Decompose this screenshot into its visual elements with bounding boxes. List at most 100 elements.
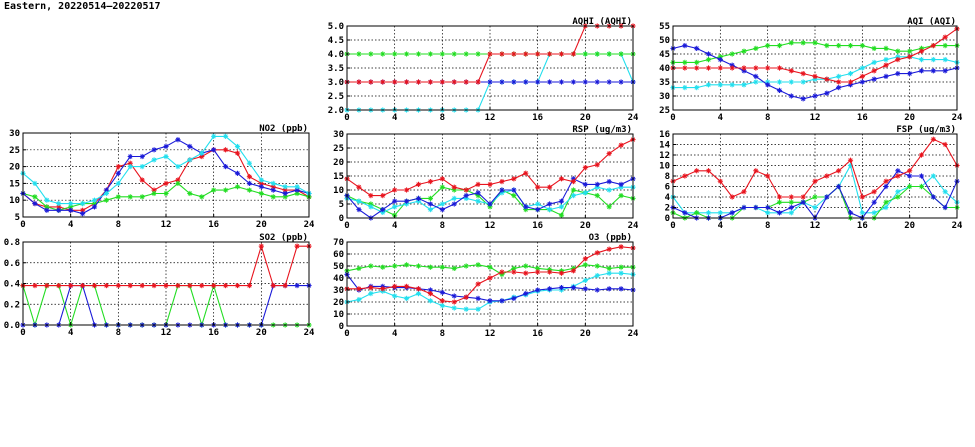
fsp-point xyxy=(694,168,700,174)
rsp-point xyxy=(606,151,612,157)
fsp-point xyxy=(765,204,771,211)
so2-y-tick-label: 0.8 xyxy=(4,238,20,248)
fsp-point xyxy=(788,204,794,211)
aqi-point xyxy=(930,57,936,63)
fsp-point xyxy=(682,210,688,216)
so2-point xyxy=(91,282,98,289)
no2-x-tick-label: 24 xyxy=(304,220,315,230)
aqi-point xyxy=(907,48,913,54)
fsp-point xyxy=(788,194,794,200)
rsp-point xyxy=(415,181,422,187)
aqhi-point xyxy=(594,51,600,57)
o3-point xyxy=(511,295,517,301)
o3-point xyxy=(487,298,493,304)
page-title: Eastern, 20220514–20220517 xyxy=(4,1,161,12)
no2-point xyxy=(44,197,50,203)
aqi-point xyxy=(871,45,877,51)
fsp-x-tick-label: 20 xyxy=(904,221,915,231)
fsp-x-tick-label: 24 xyxy=(952,221,963,231)
o3-x-tick-label: 20 xyxy=(580,329,591,339)
aqhi-x-tick-label: 8 xyxy=(440,113,445,123)
o3-y-tick-label: 70 xyxy=(333,238,344,248)
so2-point xyxy=(187,282,193,289)
rsp-point xyxy=(606,179,612,185)
aqi-y-tick-label: 55 xyxy=(659,22,670,32)
fsp-x-tick-label: 8 xyxy=(765,221,770,231)
aqi-point xyxy=(753,79,759,85)
aqi-point xyxy=(788,79,794,85)
o3-point xyxy=(546,286,553,292)
aqi-x-tick-label: 20 xyxy=(904,113,915,123)
rsp-point xyxy=(380,193,386,199)
rsp-point xyxy=(594,181,600,187)
o3-point xyxy=(582,277,588,283)
no2-point xyxy=(234,184,241,190)
rsp-point xyxy=(439,207,445,213)
aqi-point xyxy=(824,90,830,96)
no2-point xyxy=(234,150,241,156)
fsp-point xyxy=(741,189,747,195)
rsp-point xyxy=(463,193,469,199)
so2-point xyxy=(103,282,110,289)
so2-point xyxy=(175,282,181,289)
aqi-point xyxy=(942,43,948,49)
o3-point xyxy=(380,286,386,292)
rsp-point xyxy=(451,201,457,207)
rsp-point xyxy=(546,207,553,213)
o3-point xyxy=(523,263,529,269)
rsp-point xyxy=(570,193,577,199)
o3-point xyxy=(594,287,600,293)
o3-y-tick-label: 40 xyxy=(333,274,344,284)
no2-point xyxy=(68,207,74,213)
fsp-point xyxy=(930,194,936,200)
rsp-point xyxy=(356,207,362,213)
fsp-point xyxy=(812,178,818,184)
aqhi-point xyxy=(535,79,541,85)
aqi-point xyxy=(847,79,854,85)
so2-y-tick-label: 0.0 xyxy=(4,321,20,331)
no2-point xyxy=(115,170,121,176)
aqhi-y-tick-label: 3.5 xyxy=(328,64,344,74)
fsp-y-tick-label: 14 xyxy=(659,141,670,151)
o3-point xyxy=(570,285,577,291)
aqhi-y-tick-label: 5.0 xyxy=(328,22,344,32)
fsp-point xyxy=(907,173,913,179)
no2-point xyxy=(32,180,38,186)
rsp-point xyxy=(451,195,457,201)
o3-x-tick-label: 4 xyxy=(392,329,398,339)
no2-point xyxy=(115,164,121,170)
o3-point xyxy=(546,269,553,275)
no2-point xyxy=(127,194,133,200)
so2-point xyxy=(151,282,157,289)
aqi-point xyxy=(836,79,842,85)
o3-point xyxy=(415,263,422,269)
fsp-point xyxy=(765,210,771,216)
o3-point xyxy=(392,283,398,289)
aqi-point xyxy=(800,79,806,85)
no2-point xyxy=(103,197,110,203)
aqi-point xyxy=(776,79,783,85)
no2-y-tick-label: 5 xyxy=(15,213,20,223)
aqhi-point xyxy=(403,79,410,85)
aqhi-y-tick-label: 2.0 xyxy=(328,106,344,116)
aqi-x-tick-label: 0 xyxy=(670,113,675,123)
aqi-point xyxy=(776,87,783,93)
no2-point xyxy=(32,194,38,200)
aqi-point xyxy=(930,43,936,49)
aqi-point xyxy=(859,79,865,85)
so2-point xyxy=(234,282,241,289)
fsp-y-tick-label: 4 xyxy=(665,193,671,203)
aqi-point xyxy=(907,54,913,60)
rsp-point xyxy=(618,142,624,148)
aqhi-point xyxy=(582,51,588,57)
aqhi-point xyxy=(582,79,588,85)
aqi-point xyxy=(694,45,700,51)
aqi-point xyxy=(942,68,948,74)
no2-point xyxy=(234,170,241,176)
o3-point xyxy=(427,298,434,304)
fsp-point xyxy=(871,189,877,195)
fsp-y-tick-label: 6 xyxy=(665,183,670,193)
fsp-point xyxy=(942,141,948,148)
so2-point xyxy=(44,282,50,289)
